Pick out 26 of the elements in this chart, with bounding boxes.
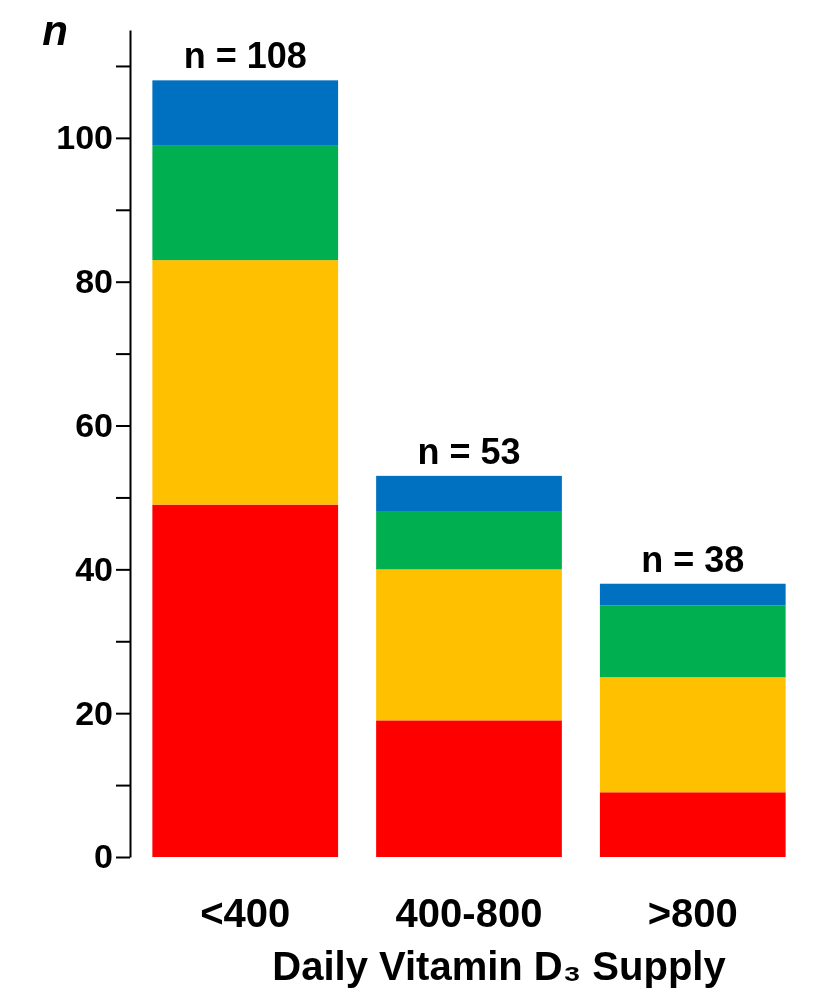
x-tick-label: 400-800	[395, 891, 543, 935]
y-tick-label: 80	[75, 262, 113, 301]
y-axis-title: n	[42, 7, 68, 54]
y-tick-label: 20	[75, 693, 113, 732]
bar	[599, 605, 786, 678]
bar	[599, 792, 786, 857]
bar	[599, 677, 786, 793]
y-tick-label: 40	[75, 549, 113, 588]
total-label: n = 38	[641, 538, 745, 580]
total-label: n = 53	[417, 430, 521, 472]
bar	[152, 145, 339, 261]
bar	[376, 569, 562, 721]
x-tick-label: >800	[647, 891, 738, 935]
bar	[376, 511, 562, 570]
bar	[152, 260, 339, 505]
y-tick-label: 60	[75, 405, 113, 444]
bar	[152, 80, 339, 146]
bar	[376, 475, 562, 512]
bar	[599, 583, 786, 606]
y-tick-label: 100	[56, 118, 113, 157]
x-tick-label: <400	[200, 891, 291, 935]
bar	[152, 504, 339, 857]
x-axis-title: Daily Vitamin D₃ Supply	[272, 944, 727, 988]
bar	[376, 720, 562, 857]
total-label: n = 108	[183, 35, 307, 77]
y-tick-label: 0	[94, 837, 113, 876]
